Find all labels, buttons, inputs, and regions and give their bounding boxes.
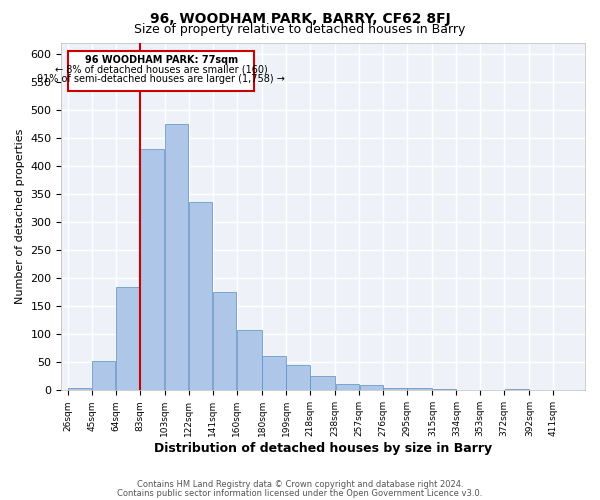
Text: 96, WOODHAM PARK, BARRY, CF62 8FJ: 96, WOODHAM PARK, BARRY, CF62 8FJ — [149, 12, 451, 26]
Bar — [383, 388, 407, 390]
Bar — [262, 356, 286, 390]
Bar — [140, 149, 164, 390]
Bar — [68, 51, 254, 92]
Text: Size of property relative to detached houses in Barry: Size of property relative to detached ho… — [134, 22, 466, 36]
Bar — [213, 292, 236, 390]
Text: ← 8% of detached houses are smaller (160): ← 8% of detached houses are smaller (160… — [55, 65, 268, 75]
Bar — [237, 330, 262, 390]
Text: Contains HM Land Registry data © Crown copyright and database right 2024.: Contains HM Land Registry data © Crown c… — [137, 480, 463, 489]
Bar — [505, 388, 529, 390]
Bar — [68, 388, 91, 390]
Bar — [310, 376, 335, 390]
X-axis label: Distribution of detached houses by size in Barry: Distribution of detached houses by size … — [154, 442, 492, 455]
Bar — [335, 384, 359, 390]
Bar — [189, 202, 212, 390]
Text: Contains public sector information licensed under the Open Government Licence v3: Contains public sector information licen… — [118, 489, 482, 498]
Bar — [116, 286, 139, 391]
Bar — [92, 361, 115, 390]
Text: 96 WOODHAM PARK: 77sqm: 96 WOODHAM PARK: 77sqm — [85, 56, 238, 66]
Bar — [407, 388, 432, 390]
Text: 91% of semi-detached houses are larger (1,758) →: 91% of semi-detached houses are larger (… — [37, 74, 285, 85]
Y-axis label: Number of detached properties: Number of detached properties — [15, 128, 25, 304]
Bar — [359, 386, 383, 390]
Bar — [433, 389, 456, 390]
Bar — [165, 124, 188, 390]
Bar — [286, 364, 310, 390]
